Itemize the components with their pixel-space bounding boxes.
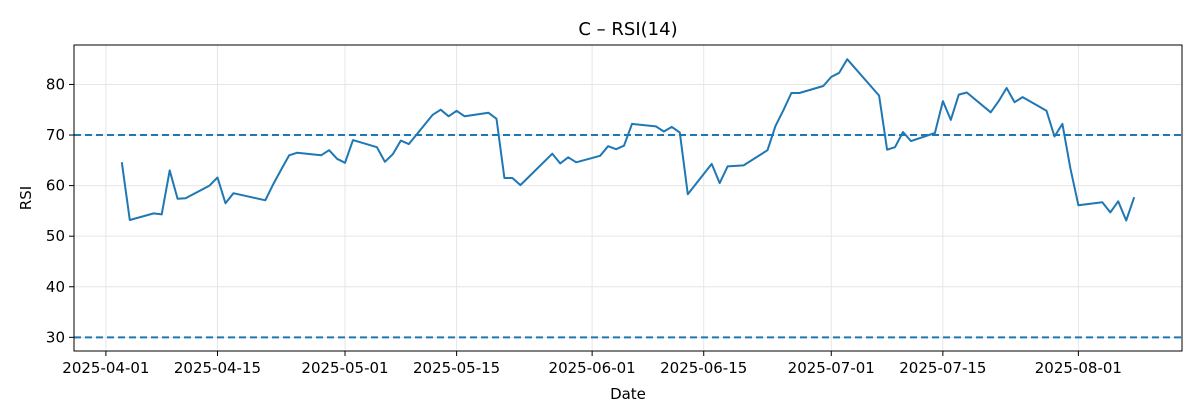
x-axis-ticks: 2025-04-01 2025-04-15 2025-05-01 2025-05-15…: [62, 351, 1122, 377]
x-tick-label: 2025-06-15: [660, 359, 747, 377]
grid-lines: [74, 45, 1182, 351]
x-tick-label: 2025-07-15: [899, 359, 986, 377]
y-tick-label: 40: [46, 278, 65, 296]
y-axis-label: RSI: [17, 186, 35, 210]
y-tick-label: 30: [46, 328, 65, 346]
series-layer: [120, 58, 1136, 222]
y-tick-label: 50: [46, 227, 65, 245]
x-tick-label: 2025-08-01: [1035, 359, 1122, 377]
y-tick-label: 70: [46, 126, 65, 144]
x-tick-label: 2025-04-15: [174, 359, 261, 377]
plot-frame: [73, 44, 1183, 352]
y-tick-label: 60: [46, 177, 65, 195]
y-tick-label: 80: [46, 75, 65, 93]
x-tick-label: 2025-07-01: [788, 359, 875, 377]
y-axis-ticks: 30 40 50 60 70 80: [46, 75, 74, 346]
x-axis-label: Date: [610, 385, 646, 403]
series-line-rsi: [120, 58, 1136, 222]
x-tick-label: 2025-05-15: [413, 359, 500, 377]
chart-title: C – RSI(14): [578, 19, 677, 40]
x-tick-label: 2025-04-01: [62, 359, 149, 377]
x-tick-label: 2025-06-01: [549, 359, 636, 377]
x-tick-label: 2025-05-01: [301, 359, 388, 377]
